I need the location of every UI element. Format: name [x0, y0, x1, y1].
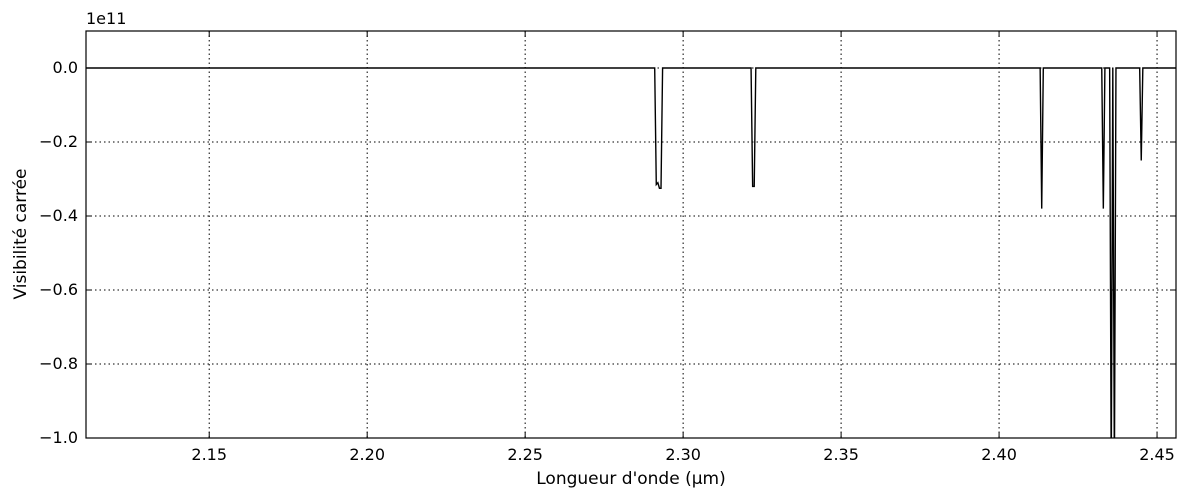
x-axis-label: Longueur d'onde (μm)	[536, 469, 725, 489]
y-axis-label: Visibilité carrée	[11, 168, 31, 299]
series-layer	[86, 67, 1176, 438]
x-tick-label: 2.15	[191, 445, 227, 464]
x-tick-label: 2.25	[507, 445, 543, 464]
series-line	[86, 67, 1176, 438]
x-tick-label: 2.35	[823, 445, 859, 464]
y-tick-label: −0.6	[39, 280, 78, 299]
y-offset-label: 1e11	[86, 9, 126, 28]
x-tick-label: 2.40	[981, 445, 1017, 464]
x-tick-label: 2.20	[349, 445, 385, 464]
y-tick-label: −0.8	[39, 354, 78, 373]
y-tick-label: −0.4	[39, 206, 78, 225]
y-tick-label: 0.0	[53, 58, 78, 77]
x-tick-label: 2.45	[1139, 445, 1175, 464]
tick-layer: 2.15 2.20 2.25 2.30 2.35 2.40 2.45 0.0 −0.2 −0.4 −…	[39, 31, 1176, 464]
x-tick-label: 2.30	[665, 445, 701, 464]
grid-layer	[86, 31, 1176, 439]
y-tick-label: −0.2	[39, 132, 78, 151]
y-tick-label: −1.0	[39, 428, 78, 447]
plot-frame	[85, 30, 1177, 439]
